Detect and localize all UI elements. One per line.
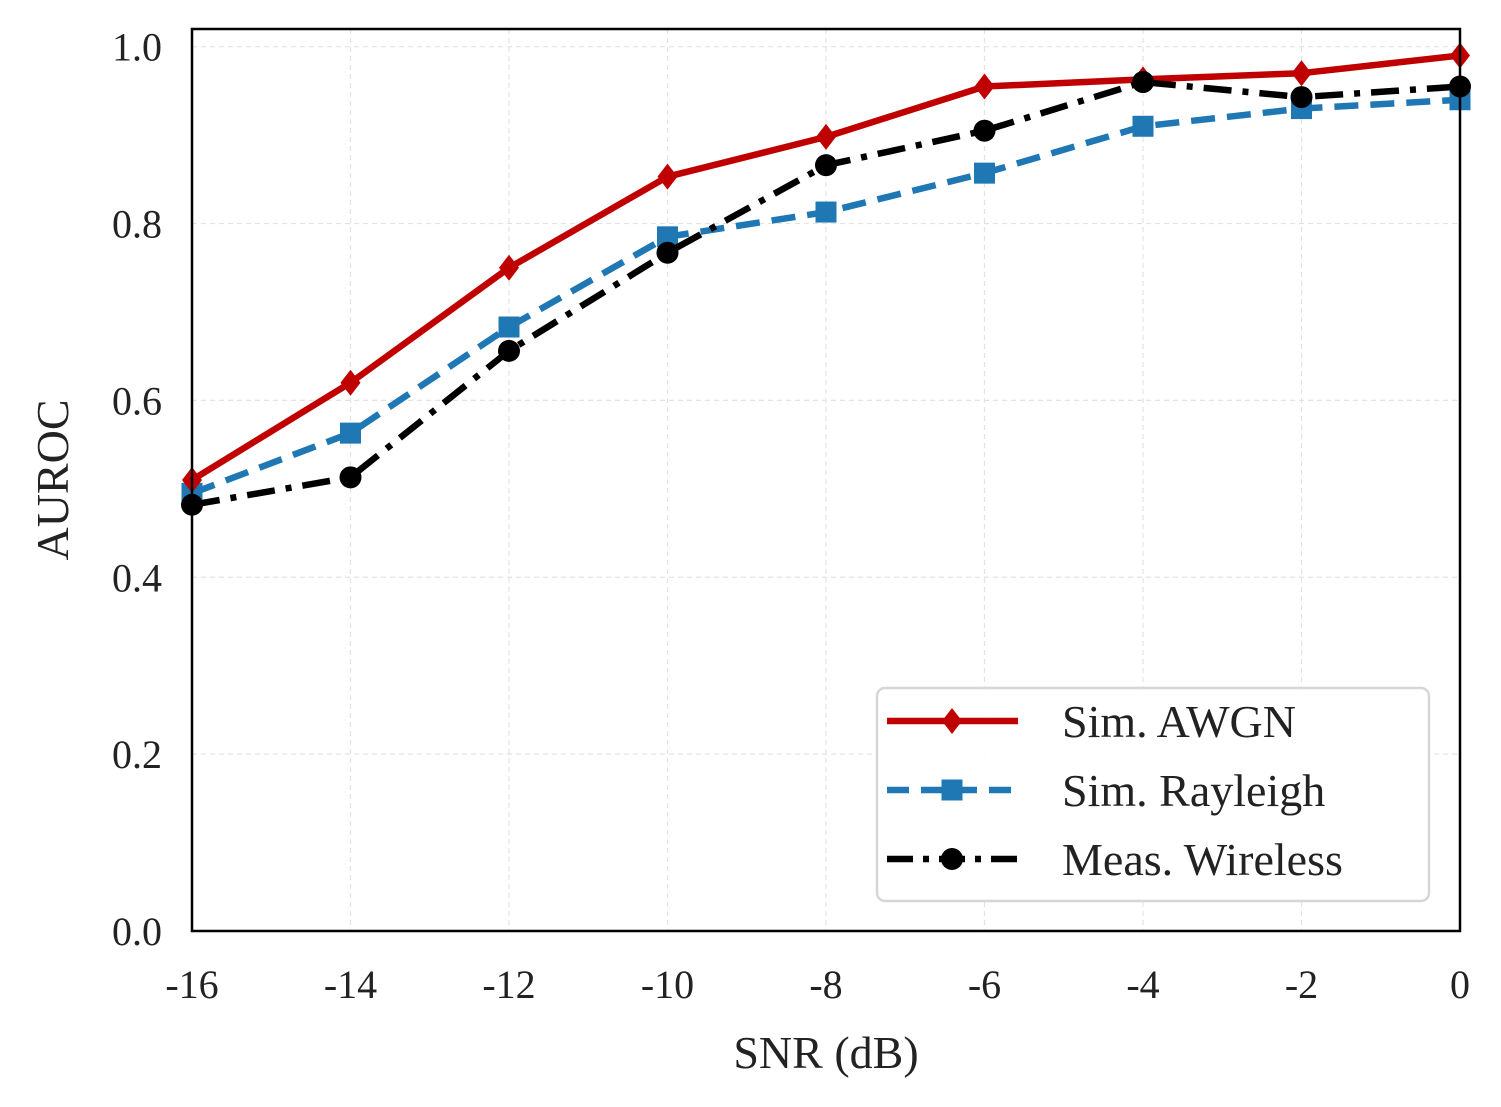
legend-label: Sim. AWGN [1062, 696, 1296, 747]
legend: Sim. AWGN Sim. Rayleigh Meas. Wireless [875, 686, 1431, 903]
data-point [973, 119, 996, 142]
series-layer [181, 42, 1471, 516]
x-tick-label: -6 [968, 962, 1001, 1007]
series-2 [181, 71, 1471, 516]
x-tick-label: -10 [641, 962, 694, 1007]
legend-box [875, 686, 1431, 903]
series-1 [181, 89, 1471, 504]
legend-marker [942, 708, 962, 734]
series-0 [182, 42, 1470, 493]
plot-frame [190, 27, 1462, 933]
data-point [657, 226, 678, 248]
data-point [499, 254, 519, 281]
legend-marker [941, 779, 963, 801]
x-tick-label: -14 [324, 962, 377, 1007]
tick-labels: -16 -14 -12 -10 -8 -6 -4 -2 0 0.0 0.2 0.4 0.6 0.8 1.0 [112, 25, 1470, 1007]
data-point [498, 316, 520, 338]
x-tick-label: -4 [1126, 962, 1159, 1007]
y-tick-label: 0.4 [112, 555, 162, 600]
data-point [816, 123, 836, 150]
legend-item: Sim. Rayleigh [887, 765, 1325, 816]
x-tick-label: -12 [482, 962, 535, 1007]
x-axis-label: SNR (dB) [733, 1027, 918, 1078]
x-tick-label: -8 [809, 962, 842, 1007]
y-axis-label: AUROC [27, 399, 78, 560]
data-point [1290, 86, 1313, 109]
y-tick-label: 0.8 [112, 202, 162, 247]
data-point [974, 73, 995, 100]
y-tick-label: 1.0 [112, 25, 162, 70]
x-tick-label: 0 [1450, 962, 1470, 1007]
data-point [657, 163, 678, 190]
data-point [340, 422, 361, 444]
legend-item: Sim. AWGN [887, 696, 1296, 747]
data-point [1132, 71, 1154, 94]
y-tick-label: 0.6 [112, 378, 162, 423]
legend-label: Sim. Rayleigh [1062, 765, 1325, 816]
legend-marker [941, 848, 963, 870]
data-point [815, 154, 837, 177]
legend-label: Meas. Wireless [1062, 834, 1343, 885]
data-point [498, 339, 520, 362]
data-point [1132, 115, 1154, 137]
y-tick-label: 0.2 [112, 732, 162, 777]
x-tick-label: -2 [1285, 962, 1318, 1007]
x-tick-label: -16 [165, 962, 218, 1007]
data-point [974, 162, 995, 184]
data-point [339, 466, 362, 489]
data-point [340, 369, 361, 396]
data-point [815, 201, 837, 223]
legend-item: Meas. Wireless [887, 834, 1343, 885]
data-point [1291, 60, 1312, 87]
data-point [656, 241, 679, 264]
y-tick-label: 0.0 [112, 909, 162, 954]
